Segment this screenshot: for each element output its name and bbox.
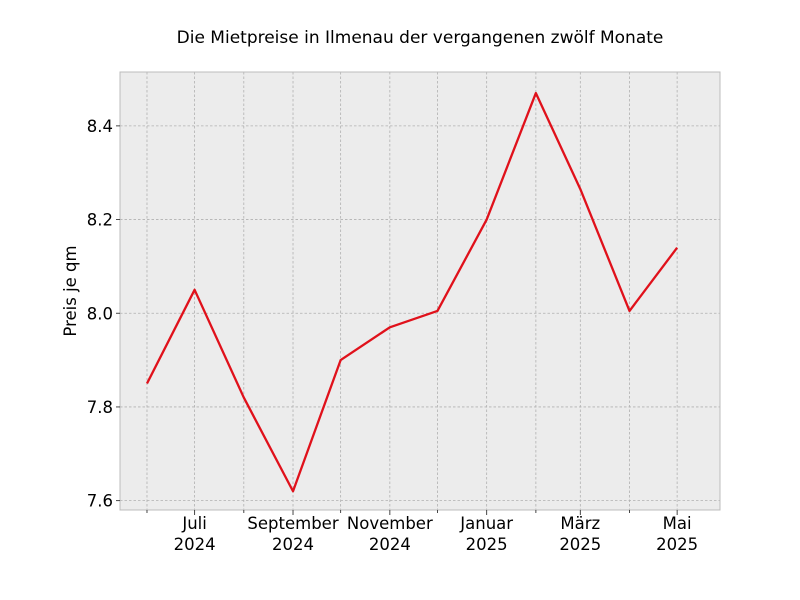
x-tick-label-month: Januar	[459, 514, 513, 533]
y-tick-label: 7.6	[87, 492, 113, 511]
x-tick-label-year: 2024	[174, 535, 216, 554]
y-tick-label: 7.8	[87, 398, 113, 417]
plot-frame	[119, 71, 721, 511]
y-tick-label: 8.2	[87, 211, 113, 230]
x-tick-label-year: 2025	[656, 535, 698, 554]
chart-title: Die Mietpreise in Ilmenau der vergangene…	[177, 28, 664, 48]
plot-area	[120, 72, 720, 510]
y-axis: 7.6 7.8 8.0 8.2 8.4	[87, 117, 120, 511]
x-tick-label-month: März	[560, 514, 600, 533]
series-line	[145, 91, 679, 493]
x-tick-label-month: Mai	[663, 514, 692, 533]
x-tick-label-month: Juli	[181, 514, 207, 533]
x-tick-label-year: 2024	[272, 535, 314, 554]
series-group	[145, 91, 679, 493]
x-tick-label-year: 2025	[559, 535, 601, 554]
x-axis: Juli 2024 September 2024 November 2024 Januar 2…	[146, 510, 698, 554]
y-tick-label: 8.0	[87, 304, 113, 323]
x-tick-label-year: 2025	[466, 535, 508, 554]
x-tick-label-month: November	[347, 514, 433, 533]
y-axis-label: Preis je qm	[61, 245, 80, 336]
y-tick-label: 8.4	[87, 117, 113, 136]
grid	[120, 72, 720, 510]
x-tick-label-month: September	[247, 514, 338, 533]
x-tick-label-year: 2024	[369, 535, 411, 554]
